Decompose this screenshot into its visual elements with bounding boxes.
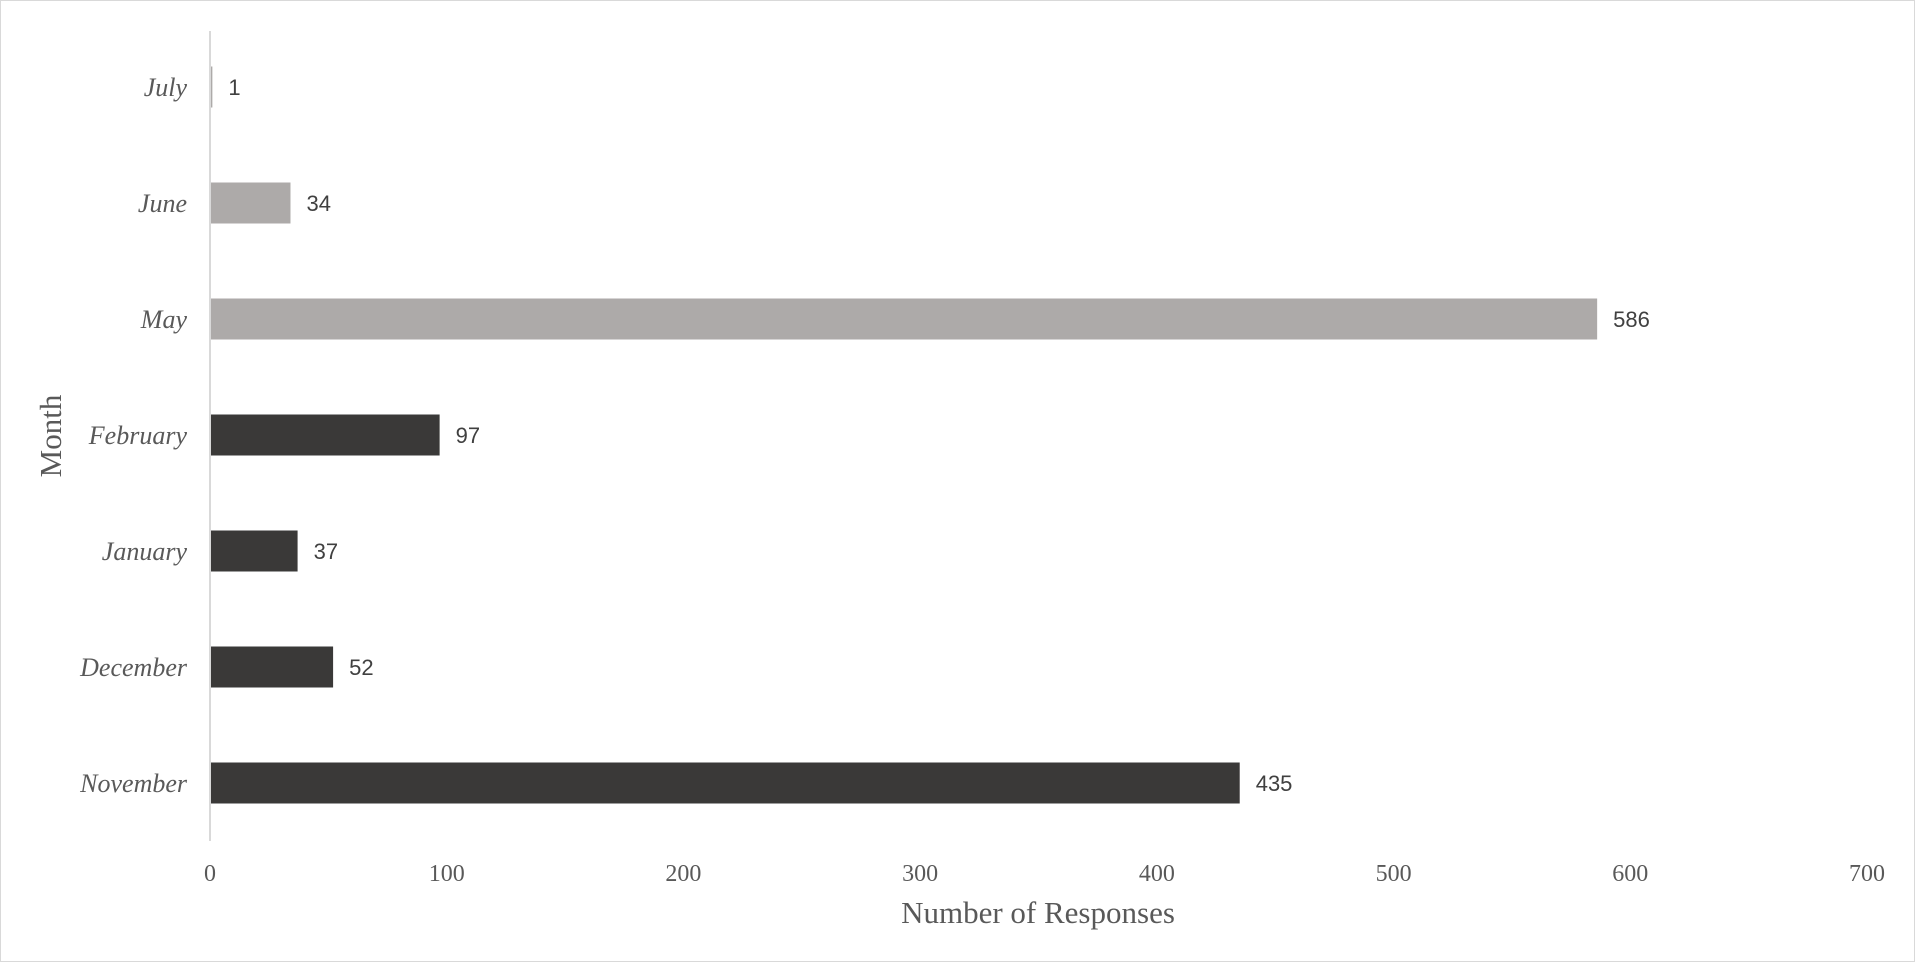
bars-layer (210, 66, 1598, 804)
bar-december (210, 646, 334, 688)
category-label-may: May (140, 305, 188, 334)
x-tick-label-600: 600 (1612, 861, 1648, 887)
bar-february (210, 414, 440, 456)
bar-june (210, 182, 291, 224)
data-label-january: 37 (314, 539, 338, 564)
category-label-november: November (79, 769, 188, 798)
x-axis-title: Number of Responses (901, 895, 1175, 930)
x-tick-label-200: 200 (665, 861, 701, 887)
bar-may (210, 298, 1598, 340)
category-label-january: January (102, 537, 188, 566)
y-axis-title: Month (33, 394, 68, 477)
category-labels: November December January February May June Ju… (79, 73, 188, 798)
data-label-june: 34 (306, 191, 330, 216)
x-tick-label-700: 700 (1849, 861, 1885, 887)
data-labels: 435 52 37 97 586 34 1 (228, 75, 1649, 796)
bar-july (210, 66, 213, 108)
category-label-july: July (144, 73, 188, 102)
x-tick-label-300: 300 (902, 861, 938, 887)
x-axis-ticks: 0 100 200 300 400 500 600 700 (204, 861, 1885, 887)
x-tick-label-0: 0 (204, 861, 216, 887)
data-label-december: 52 (349, 655, 373, 680)
category-label-february: February (88, 421, 188, 450)
data-label-july: 1 (228, 75, 240, 100)
data-label-february: 97 (456, 423, 480, 448)
x-tick-label-100: 100 (429, 861, 465, 887)
category-label-december: December (79, 653, 188, 682)
data-label-may: 586 (1613, 307, 1650, 332)
category-label-june: June (138, 189, 187, 218)
bar-january (210, 530, 298, 572)
data-label-november: 435 (1256, 771, 1293, 796)
bar-november (210, 762, 1240, 804)
x-tick-label-400: 400 (1139, 861, 1175, 887)
x-tick-label-500: 500 (1376, 861, 1412, 887)
